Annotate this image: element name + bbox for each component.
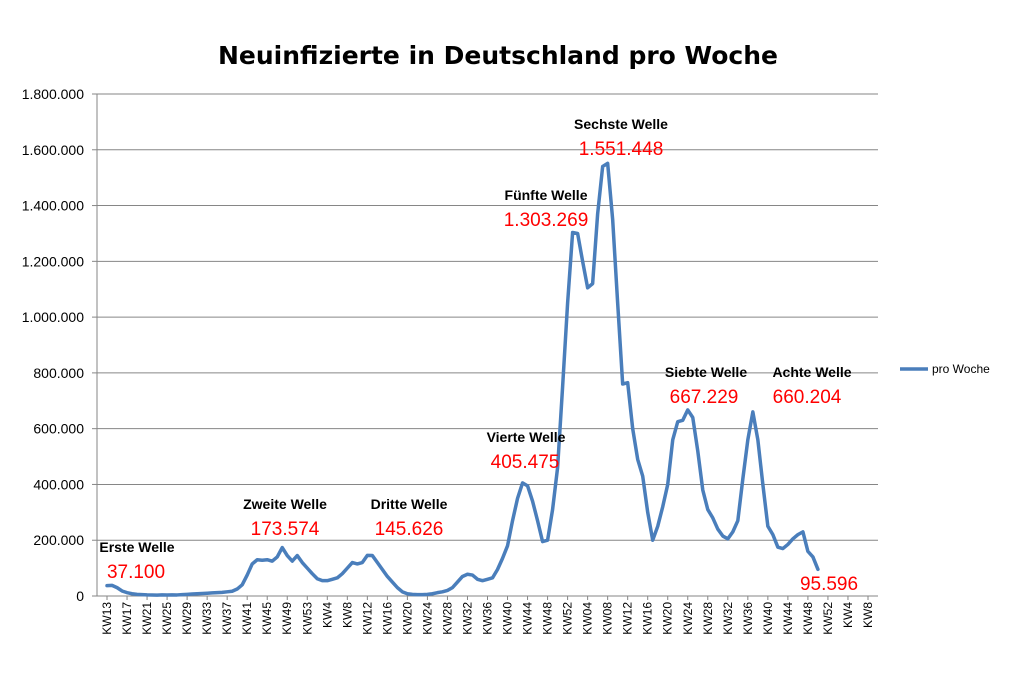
x-tick-label: KW4: [841, 602, 855, 628]
x-tick-label: KW44: [781, 602, 795, 635]
y-tick-label: 200.000: [33, 532, 84, 548]
wave-value: 95.596: [800, 574, 858, 595]
wave-label: Dritte Welle: [371, 496, 448, 512]
wave-value: 667.229: [670, 387, 739, 408]
y-tick-label: 400.000: [33, 476, 84, 492]
x-tick-label: KW36: [481, 602, 495, 635]
x-tick-label: KW41: [240, 602, 254, 635]
x-tick-label: KW33: [200, 602, 214, 635]
x-tick-label: KW29: [180, 602, 194, 635]
x-tick-label: KW48: [541, 602, 555, 635]
x-tick-label: KW28: [440, 602, 454, 635]
y-tick-label: 1.600.000: [22, 142, 84, 158]
x-tick-label: KW52: [821, 602, 835, 635]
y-tick-label: 1.400.000: [22, 198, 84, 214]
wave-label: Zweite Welle: [243, 496, 327, 512]
wave-value: 1.303.269: [504, 210, 589, 231]
x-tick-label: KW37: [220, 602, 234, 635]
wave-value: 405.475: [491, 452, 560, 473]
x-tick-label: KW08: [601, 602, 615, 635]
y-tick-label: 600.000: [33, 421, 84, 437]
x-tick-label: KW16: [380, 602, 394, 635]
x-tick-label: KW21: [140, 602, 154, 635]
chart-title: Neuinfizierte in Deutschland pro Woche: [218, 41, 778, 70]
x-tick-label: KW40: [501, 602, 515, 635]
wave-label: Erste Welle: [99, 539, 174, 555]
x-tick-label: KW8: [340, 602, 354, 628]
x-tick-label: KW24: [420, 602, 434, 635]
wave-value: 145.626: [375, 519, 444, 540]
wave-label: Vierte Welle: [487, 429, 566, 445]
x-tick-label: KW13: [100, 602, 114, 635]
x-tick-label: KW12: [621, 602, 635, 635]
x-tick-label: KW17: [120, 602, 134, 635]
x-tick-label: KW48: [801, 602, 815, 635]
wave-label: Siebte Welle: [665, 364, 747, 380]
x-tick-label: KW32: [460, 602, 474, 635]
wave-label: Fünfte Welle: [505, 187, 588, 203]
y-tick-label: 800.000: [33, 365, 84, 381]
x-tick-label: KW49: [280, 602, 294, 635]
y-tick-label: 0: [76, 588, 84, 604]
x-tick-label: KW8: [861, 602, 875, 628]
x-tick-label: KW16: [641, 602, 655, 635]
x-tick-label: KW52: [561, 602, 575, 635]
y-tick-label: 1.800.000: [22, 86, 84, 102]
wave-value: 1.551.448: [579, 139, 664, 160]
wave-value: 37.100: [107, 562, 165, 583]
x-tick-label: KW45: [260, 602, 274, 635]
wave-label: Achte Welle: [772, 364, 851, 380]
wave-value: 660.204: [773, 387, 842, 408]
x-tick-label: KW12: [360, 602, 374, 635]
x-tick-label: KW36: [741, 602, 755, 635]
series-line: [105, 161, 820, 597]
x-tick-label: KW44: [521, 602, 535, 635]
wave-value: 173.574: [251, 519, 320, 540]
x-tick-label: KW25: [160, 602, 174, 635]
x-tick-label: KW20: [661, 602, 675, 635]
x-tick-label: KW4: [320, 602, 334, 628]
x-tick-label: KW28: [701, 602, 715, 635]
x-tick-label: KW40: [761, 602, 775, 635]
y-tick-label: 1.200.000: [22, 253, 84, 269]
x-tick-label: KW04: [581, 602, 595, 635]
x-tick-label: KW24: [681, 602, 695, 635]
wave-label: Sechste Welle: [574, 116, 668, 132]
x-tick-label: KW32: [721, 602, 735, 635]
x-tick-label: KW53: [300, 602, 314, 635]
y-tick-label: 1.000.000: [22, 309, 84, 325]
x-tick-label: KW20: [400, 602, 414, 635]
legend-label: pro Woche: [932, 362, 990, 376]
